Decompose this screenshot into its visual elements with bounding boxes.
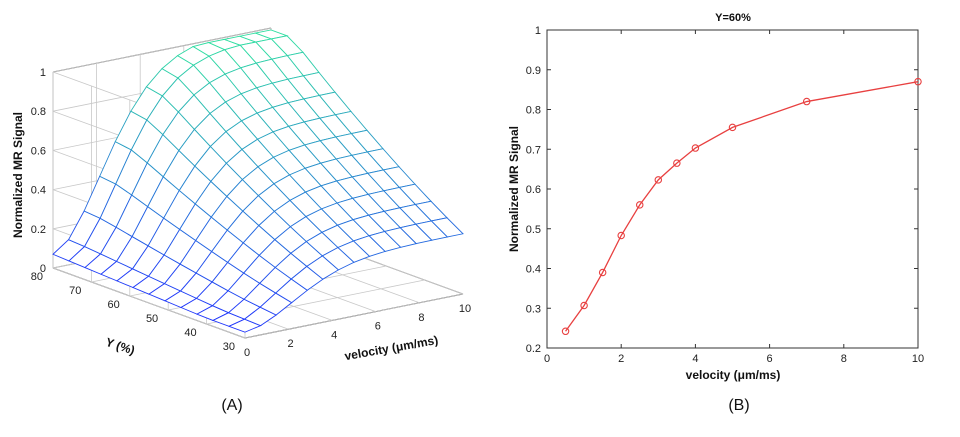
y-tick-label: 0.2 xyxy=(526,343,541,355)
data-point-marker xyxy=(598,268,607,277)
z-tick-label: 0 xyxy=(40,263,46,275)
back-grid-line xyxy=(52,27,272,73)
surface-mesh xyxy=(52,29,464,333)
x-tick-label: 10 xyxy=(912,353,924,365)
panel-label-a: (A) xyxy=(221,397,242,414)
plot-area xyxy=(546,29,919,349)
x-tick-label: 2 xyxy=(618,353,624,365)
y-tick-label: 0.4 xyxy=(526,264,541,276)
data-point-marker xyxy=(914,77,922,86)
series-line xyxy=(561,77,922,336)
data-point-marker xyxy=(561,327,570,336)
data-point-marker xyxy=(617,231,625,240)
data-point-marker xyxy=(728,123,737,132)
z-tick-label: 0.4 xyxy=(31,185,46,197)
y-tick-label: 30 xyxy=(223,341,235,353)
line-plot-ticks: 0 2 4 6 8 10 0.2 0.3 0.4 0.5 0.6 0.7 0.8 0.9 1 xyxy=(526,25,924,365)
x-tick-label: 2 xyxy=(288,338,294,350)
data-point-marker xyxy=(580,301,588,310)
y-tick-label: 0.5 xyxy=(526,224,541,236)
x-tick-label: 4 xyxy=(692,353,698,365)
x-axis-label: velocity (μm/ms) xyxy=(343,333,439,363)
y-tick-label: 0.3 xyxy=(526,303,541,315)
x-tick-label: 4 xyxy=(331,329,337,341)
floor-grid-line xyxy=(244,293,464,339)
panel-label-b: (B) xyxy=(728,397,749,414)
z-tick-label: 0.6 xyxy=(31,145,46,157)
data-point-marker xyxy=(802,97,811,106)
y-tick-label: 0.6 xyxy=(526,184,541,196)
floor-grid-line xyxy=(52,267,246,339)
x-tick-label: 8 xyxy=(418,312,424,324)
line-plot-panel: 0 2 4 6 8 10 0.2 0.3 0.4 0.5 0.6 0.7 0.8 0.9 1 Y=60% v… xyxy=(507,12,924,414)
data-point-marker xyxy=(635,201,644,209)
x-tick-label: 10 xyxy=(459,303,471,315)
x-tick-label: 0 xyxy=(544,353,550,365)
data-point-marker xyxy=(673,159,681,167)
y-tick-label: 1 xyxy=(535,25,541,37)
chart-title: Y=60% xyxy=(715,12,751,24)
y-tick-label: 50 xyxy=(146,313,158,325)
y-axis-label: Normalized MR Signal xyxy=(507,126,521,252)
x-axis-label: velocity (μm/ms) xyxy=(686,368,781,382)
x-tick-label: 6 xyxy=(375,321,381,333)
y-tick-label: 0.8 xyxy=(526,105,541,117)
y-tick-label: 0.7 xyxy=(526,144,541,156)
z-tick-label: 0.2 xyxy=(31,224,46,236)
z-tick-label: 0.8 xyxy=(31,106,46,118)
x-tick-label: 8 xyxy=(841,353,847,365)
data-point-marker xyxy=(691,144,700,152)
y-axis-label: Y (%) xyxy=(104,335,137,358)
z-axis-label: Normalized MR Signal xyxy=(11,112,25,238)
y-tick-label: 80 xyxy=(31,271,43,283)
y-tick-label: 60 xyxy=(108,299,120,311)
y-tick-label: 40 xyxy=(184,327,196,339)
y-tick-label: 70 xyxy=(69,285,81,297)
data-point-marker xyxy=(654,176,663,184)
surface-face xyxy=(430,217,464,238)
z-tick-label: 1 xyxy=(40,67,46,79)
x-tick-label: 6 xyxy=(767,353,773,365)
x-tick-label: 0 xyxy=(244,347,250,359)
series-polyline xyxy=(565,81,919,332)
y-tick-label: 0.9 xyxy=(526,65,541,77)
